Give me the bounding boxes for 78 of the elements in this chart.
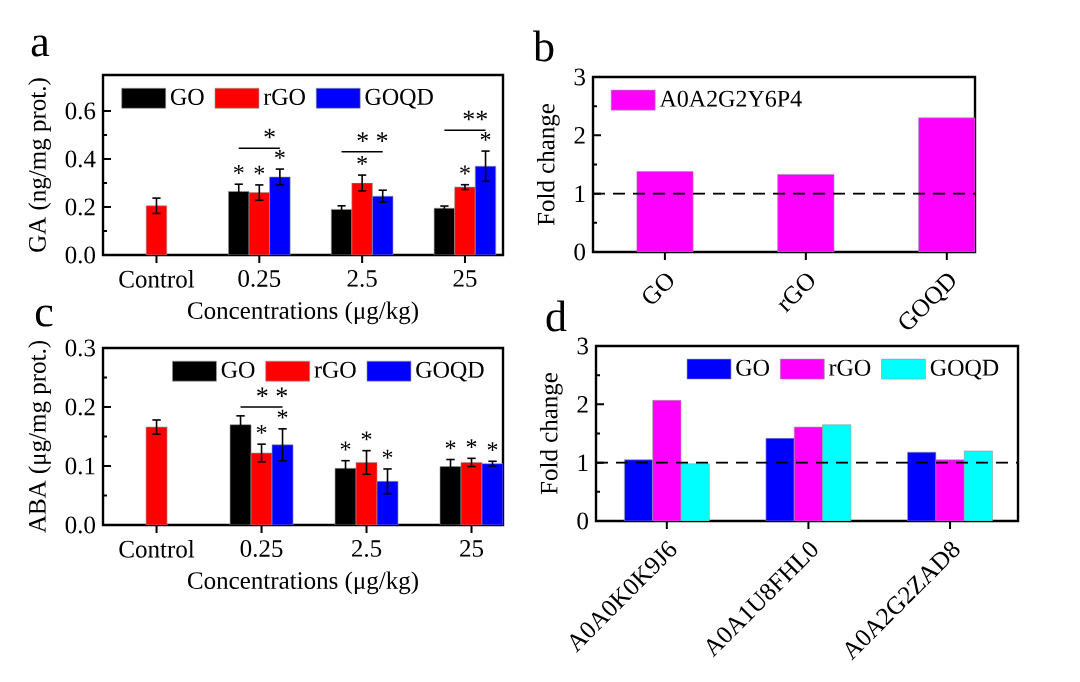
x-tick-label: 0.25: [240, 540, 283, 558]
legend-label: GOQD: [365, 88, 433, 109]
legend-label: GO: [736, 359, 769, 376]
y-tick-label: 1: [575, 185, 585, 202]
legend-label: rGO: [829, 359, 871, 376]
y-tick-label: 3: [577, 337, 588, 355]
bar: [474, 165, 497, 255]
bar: [793, 426, 823, 521]
x-tick-label: Control: [119, 540, 195, 558]
x-tick-label: 2.5: [352, 540, 382, 557]
y-tick-label: 0.2: [65, 198, 95, 216]
bar: [652, 399, 682, 521]
y-tick-label: 2: [577, 396, 588, 413]
x-axis-title: Concentrations (μg/kg): [187, 571, 418, 595]
y-tick-label: 0.0: [65, 246, 95, 264]
data-label: *: [480, 131, 491, 141]
legend-label: A0A2G2Y6P4: [659, 90, 802, 107]
bar: [624, 459, 653, 521]
text: a: [31, 35, 50, 57]
bar: [636, 171, 694, 252]
text: b: [533, 30, 554, 62]
y-tick-label: 0.3: [65, 339, 95, 357]
y-axis-title: ABA (μg/mg prot.): [28, 341, 51, 533]
x-tick-label: 25: [453, 270, 477, 287]
data-label: *: [466, 439, 477, 449]
data-label: *: [487, 442, 498, 451]
bar: [269, 176, 291, 255]
bar: [372, 195, 394, 255]
data-label: *: [445, 440, 456, 450]
text: c: [35, 305, 53, 327]
y-tick-label: 0: [577, 512, 588, 530]
data-label: *: [460, 165, 470, 175]
y-tick-label: 0.0: [65, 516, 95, 534]
data-label: *: [277, 409, 288, 419]
y-axis-title: Fold change: [539, 372, 563, 495]
y-tick-label: 3: [574, 68, 585, 86]
data-label: *: [382, 449, 393, 459]
legend-label: GOQD: [930, 359, 999, 380]
legend-label: GOQD: [416, 361, 484, 382]
data-label: *: [275, 149, 285, 159]
annotation: * *: [357, 132, 388, 142]
x-tick-label: 0.25: [238, 270, 281, 288]
y-axis-title: Fold change: [536, 103, 560, 226]
y-tick-label: 1: [578, 454, 588, 471]
legend-label: rGO: [263, 88, 305, 105]
x-tick-label: GO: [643, 273, 674, 304]
data-label: *: [361, 431, 372, 441]
text: d: [546, 300, 567, 332]
data-label: *: [340, 441, 351, 451]
bar: [935, 459, 965, 521]
legend-label: GO: [221, 361, 255, 378]
data-label: *: [233, 165, 244, 174]
data-label: *: [254, 165, 265, 175]
annotation: * *: [257, 387, 288, 398]
y-tick-label: 0: [574, 243, 585, 261]
annotation: **: [463, 110, 488, 121]
y-axis-title: GA (ng/mg prot.): [28, 78, 51, 252]
bar: [765, 437, 795, 521]
y-tick-label: 0.6: [65, 102, 96, 120]
bar: [145, 426, 168, 525]
bar: [918, 117, 976, 252]
x-tick-label: rGO: [778, 273, 815, 313]
bar: [907, 451, 937, 521]
annotation: *: [264, 128, 275, 139]
legend-label: rGO: [314, 361, 356, 378]
y-tick-label: 0.4: [65, 150, 96, 168]
y-tick-label: 0.2: [65, 398, 95, 416]
x-axis-title: Concentrations (μg/kg): [187, 301, 418, 325]
data-label: *: [357, 155, 367, 165]
y-tick-label: 0.1: [65, 457, 95, 475]
data-label: *: [256, 425, 267, 434]
x-tick-label: 25: [460, 540, 484, 557]
x-tick-label: Control: [119, 270, 195, 288]
bar: [145, 205, 168, 255]
x-tick-label: 2.5: [347, 270, 377, 287]
bar: [777, 174, 835, 252]
legend-label: GO: [170, 88, 204, 105]
y-tick-label: 2: [574, 127, 585, 144]
